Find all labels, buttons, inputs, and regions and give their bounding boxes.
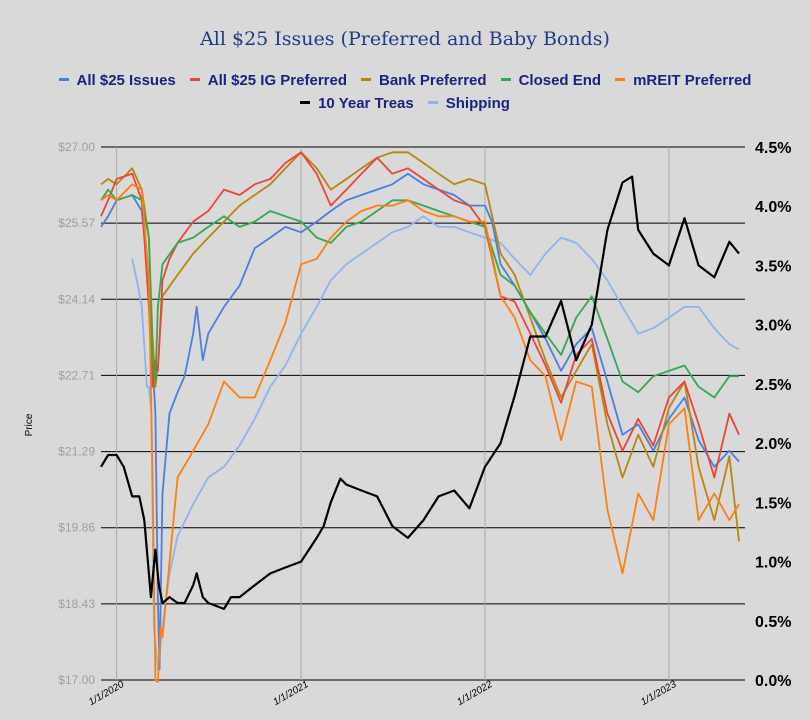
legend-item: mREIT Preferred (615, 72, 751, 89)
legend-row-1: All $25 Issues All $25 IG Preferred Bank P… (0, 72, 810, 89)
legend-label: Closed End (518, 72, 602, 89)
x-axis-ticks: 1/1/2020 1/1/2021 1/1/2022 1/1/2023 (87, 679, 679, 708)
legend-swatch (361, 78, 371, 82)
y2-tick-label: 3.5% (755, 258, 791, 275)
y-tick-label: $27.00 (58, 140, 95, 154)
legend-swatch (300, 101, 311, 105)
y-tick-label: $21.29 (58, 445, 95, 459)
chart-title: All $25 Issues (Preferred and Baby Bonds… (200, 28, 610, 50)
y2-tick-label: 4.0% (755, 199, 791, 216)
legend-swatch (500, 78, 511, 82)
y2-tick-label: 1.0% (755, 555, 791, 572)
y2-tick-label: 2.0% (755, 436, 791, 453)
x-tick-label: 1/1/2023 (639, 679, 679, 708)
y-tick-label: $18.43 (58, 597, 95, 611)
y-tick-label: $25.57 (58, 216, 95, 230)
plot-area (101, 147, 745, 680)
y-tick-label: $22.71 (58, 368, 95, 382)
legend-item: All $25 Issues (58, 72, 176, 89)
series-lines (100, 151, 740, 683)
y-tick-label: $17.00 (58, 673, 95, 687)
y-axis-label: Price (24, 413, 35, 436)
series-line-10-year-treas (100, 175, 740, 611)
legend-item: 10 Year Treas (300, 95, 414, 112)
y2-tick-label: 0.0% (755, 673, 791, 690)
x-tick-label: 1/1/2022 (455, 679, 495, 708)
legend-row-2: 10 Year Treas Shipping (0, 95, 810, 112)
legend-label: mREIT Preferred (633, 72, 752, 89)
legend-swatch (615, 78, 626, 82)
legend-swatch (427, 101, 438, 105)
legend-label: Bank Preferred (379, 72, 487, 89)
gridlines (101, 146, 745, 681)
legend-label: All $25 IG Preferred (207, 72, 347, 89)
y2-tick-label: 2.5% (755, 377, 791, 394)
y2-tick-label: 1.5% (755, 495, 791, 512)
legend-item: Shipping (427, 95, 510, 112)
series-line-mreit-preferred (100, 183, 740, 683)
legend-swatch (58, 78, 69, 82)
legend-label: All $25 Issues (76, 72, 176, 89)
legend-label: Shipping (445, 95, 510, 112)
y-tick-label: $19.86 (58, 521, 95, 535)
legend-item: All $25 IG Preferred (189, 72, 347, 89)
legend-swatch (189, 78, 200, 82)
y2-tick-label: 0.5% (755, 614, 791, 631)
x-gridlines (116, 147, 670, 680)
legend-item: Closed End (500, 72, 602, 89)
left-axis-ticks: $17.00 $18.43 $19.86 $21.29 $22.71 $24.14 $25.… (58, 140, 95, 687)
legend-item: Bank Preferred (361, 72, 487, 89)
legend-label: 10 Year Treas (318, 95, 414, 112)
x-tick-label: 1/1/2021 (271, 679, 310, 708)
y-tick-label: $24.14 (58, 292, 95, 306)
y2-tick-label: 4.5% (755, 140, 791, 157)
y2-tick-label: 3.0% (755, 318, 791, 335)
series-line-all-25-ig-preferred (100, 151, 740, 479)
right-axis-ticks: 0.0% 0.5% 1.0% 1.5% 2.0% 2.5% 3.0% 3.5% 4.0% 4.5% (755, 140, 791, 690)
